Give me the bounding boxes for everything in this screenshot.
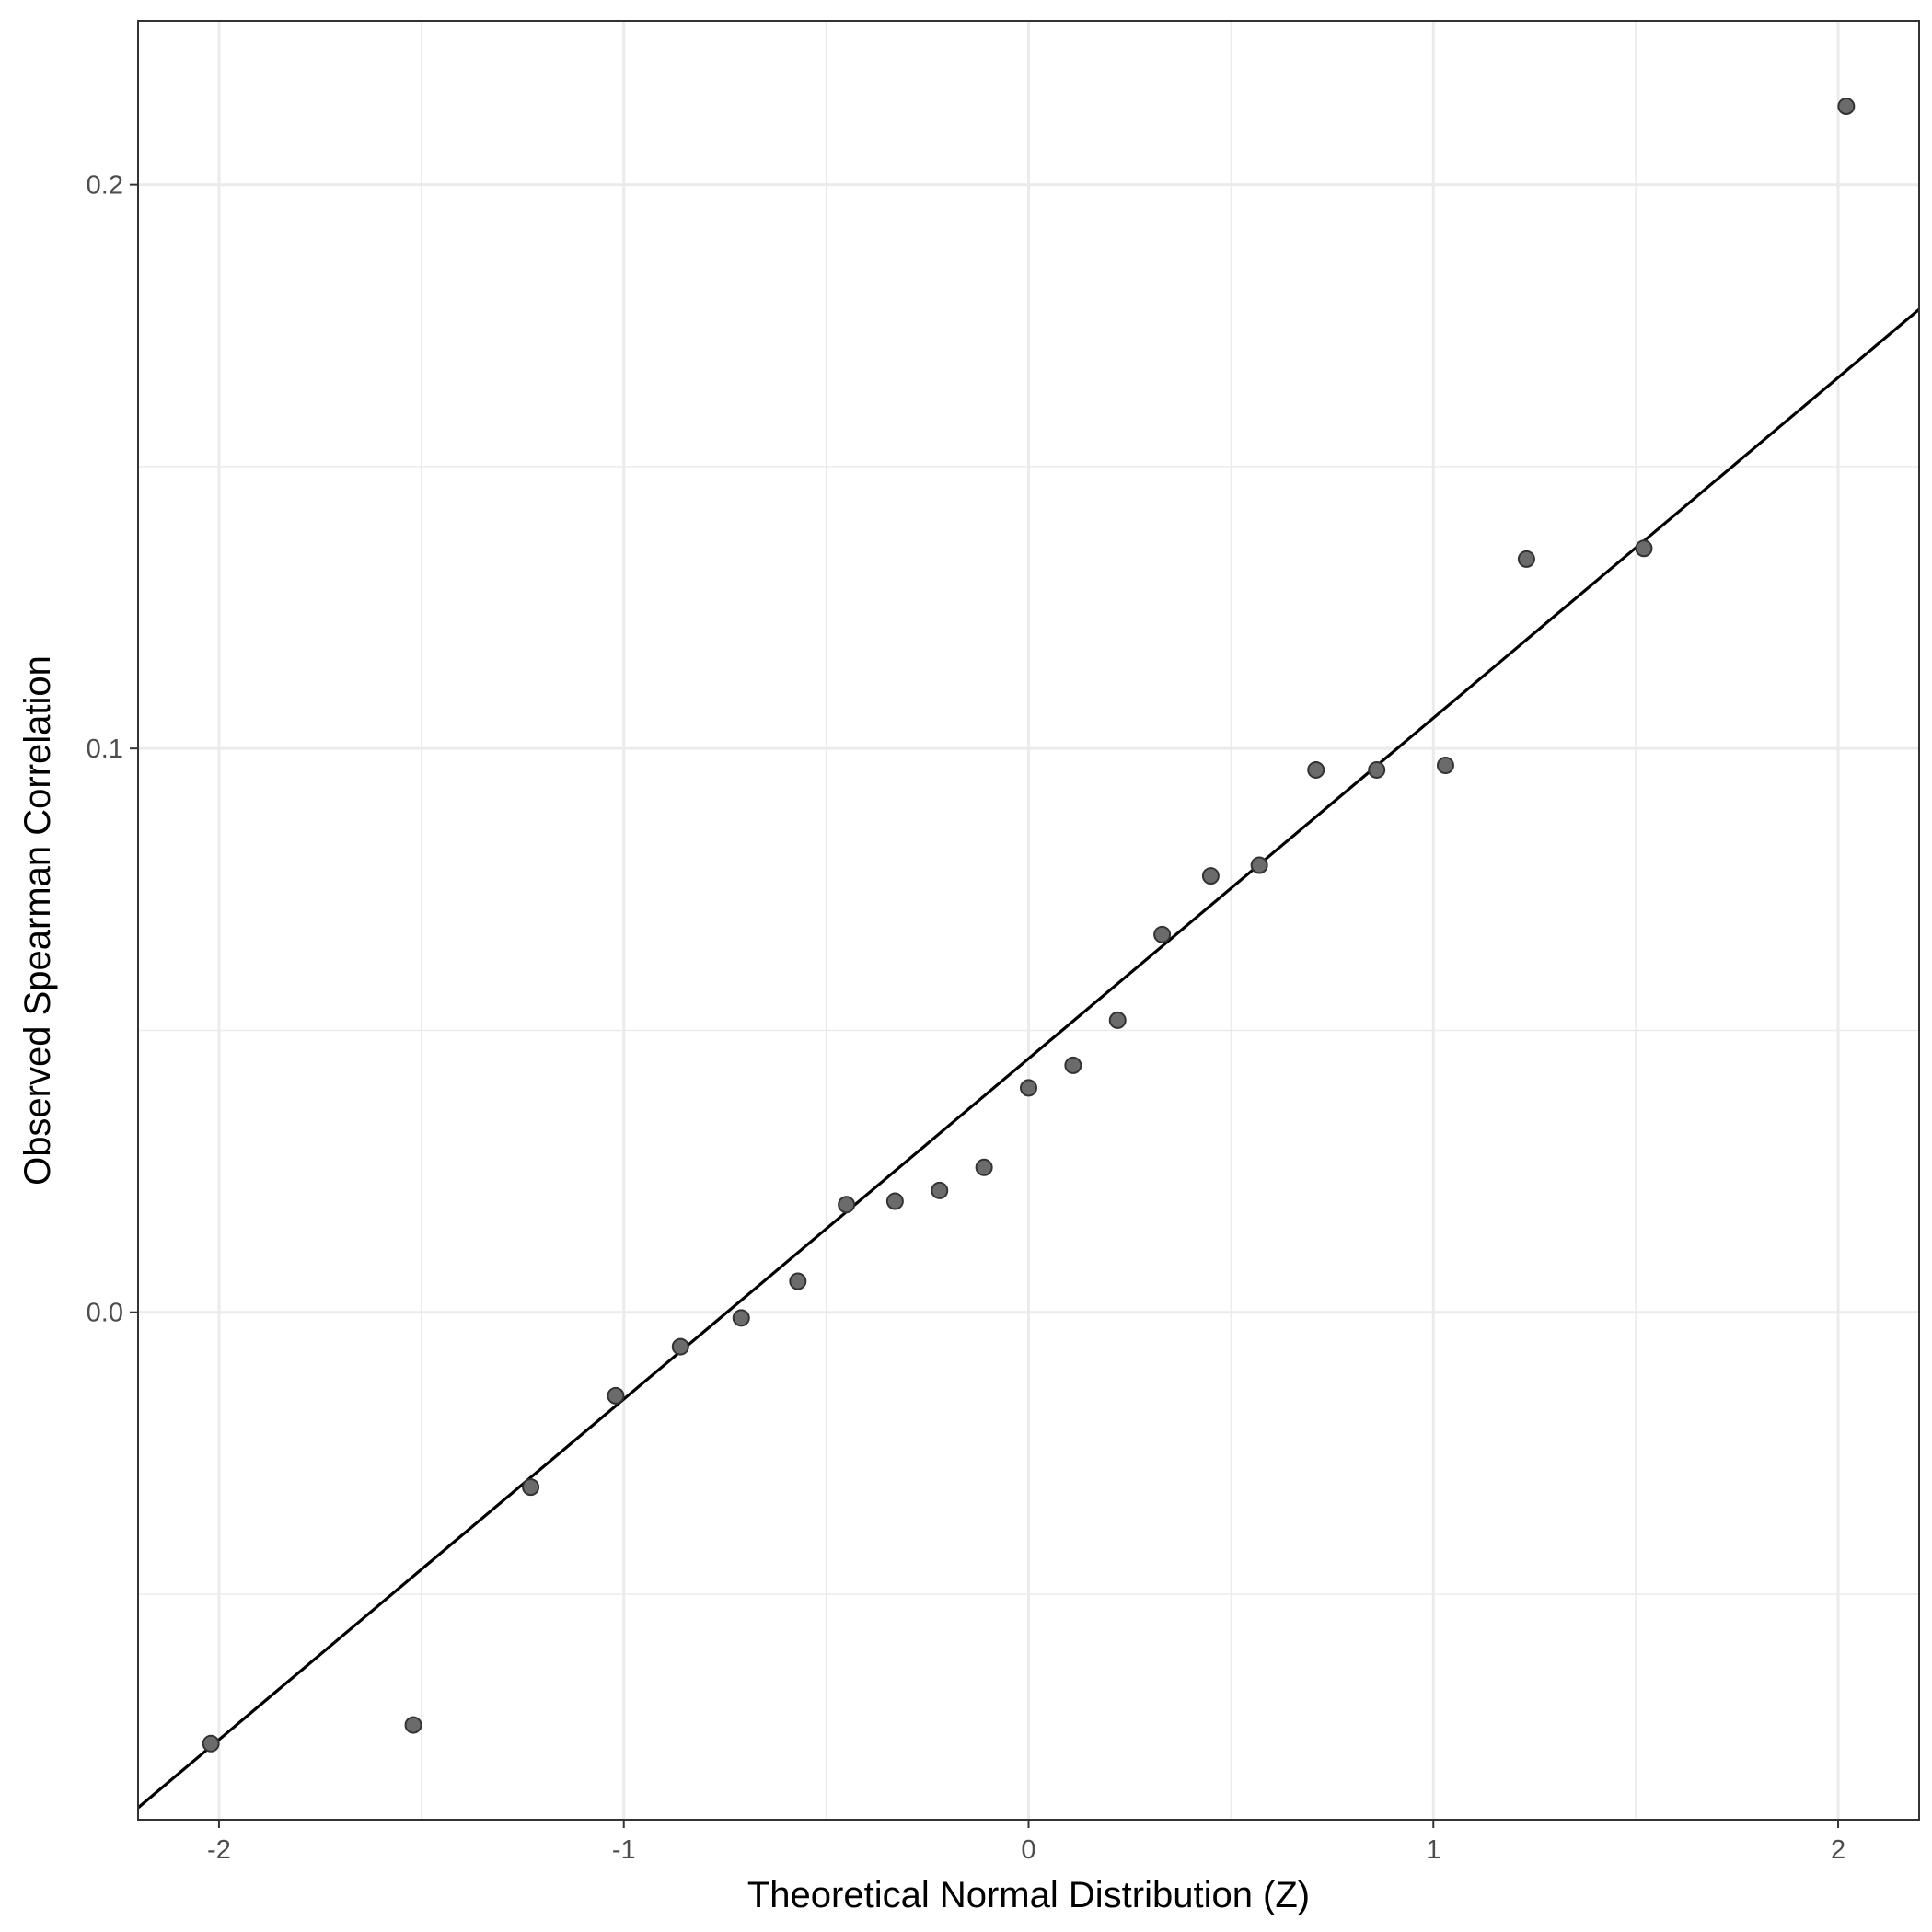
- data-point: [1635, 539, 1653, 558]
- data-point: [1368, 760, 1386, 779]
- y-axis-title: Observed Spearman Correlation: [17, 655, 58, 1186]
- reference-line-group: [138, 307, 1919, 1810]
- x-tick-label: -2: [207, 1835, 231, 1865]
- data-point: [1020, 1079, 1037, 1097]
- y-tick-label: 0.0: [87, 1299, 123, 1328]
- data-point: [732, 1309, 750, 1327]
- data-point: [404, 1716, 422, 1734]
- y-axis: 0.0 0.1 0.2: [87, 171, 138, 1328]
- x-tick-label: 2: [1831, 1835, 1845, 1865]
- x-axis-title: Theoretical Normal Distribution (Z): [747, 1875, 1310, 1915]
- data-point: [931, 1181, 949, 1199]
- data-point: [1250, 856, 1268, 874]
- data-point: [607, 1386, 625, 1405]
- data-points: [202, 97, 1856, 1753]
- data-point: [1436, 757, 1454, 775]
- data-point: [202, 1734, 220, 1753]
- data-point: [1064, 1056, 1082, 1074]
- data-point: [1517, 550, 1535, 568]
- data-point: [522, 1478, 540, 1497]
- data-point: [975, 1158, 993, 1176]
- y-tick-label: 0.1: [87, 735, 123, 764]
- x-axis: -2 -1 0 1 2: [207, 1820, 1845, 1865]
- x-tick-label: 1: [1426, 1835, 1440, 1865]
- x-tick-label: -1: [612, 1835, 636, 1865]
- y-tick-label: 0.2: [87, 171, 123, 201]
- data-point: [671, 1337, 689, 1356]
- reference-line: [138, 307, 1919, 1810]
- data-point: [885, 1192, 904, 1210]
- x-tick-label: 0: [1021, 1835, 1035, 1865]
- data-point: [789, 1272, 807, 1290]
- data-point: [1108, 1011, 1127, 1029]
- data-point: [838, 1196, 856, 1214]
- data-point: [1201, 867, 1220, 885]
- data-point: [1837, 97, 1856, 115]
- grid-lines: [138, 21, 1919, 1820]
- data-point: [1153, 925, 1172, 943]
- data-point: [1307, 760, 1325, 779]
